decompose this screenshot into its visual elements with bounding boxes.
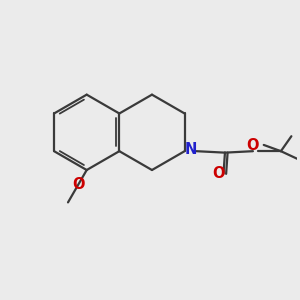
Text: O: O [247,138,259,153]
Text: O: O [73,177,85,192]
Text: N: N [185,142,197,157]
Text: O: O [212,166,224,181]
